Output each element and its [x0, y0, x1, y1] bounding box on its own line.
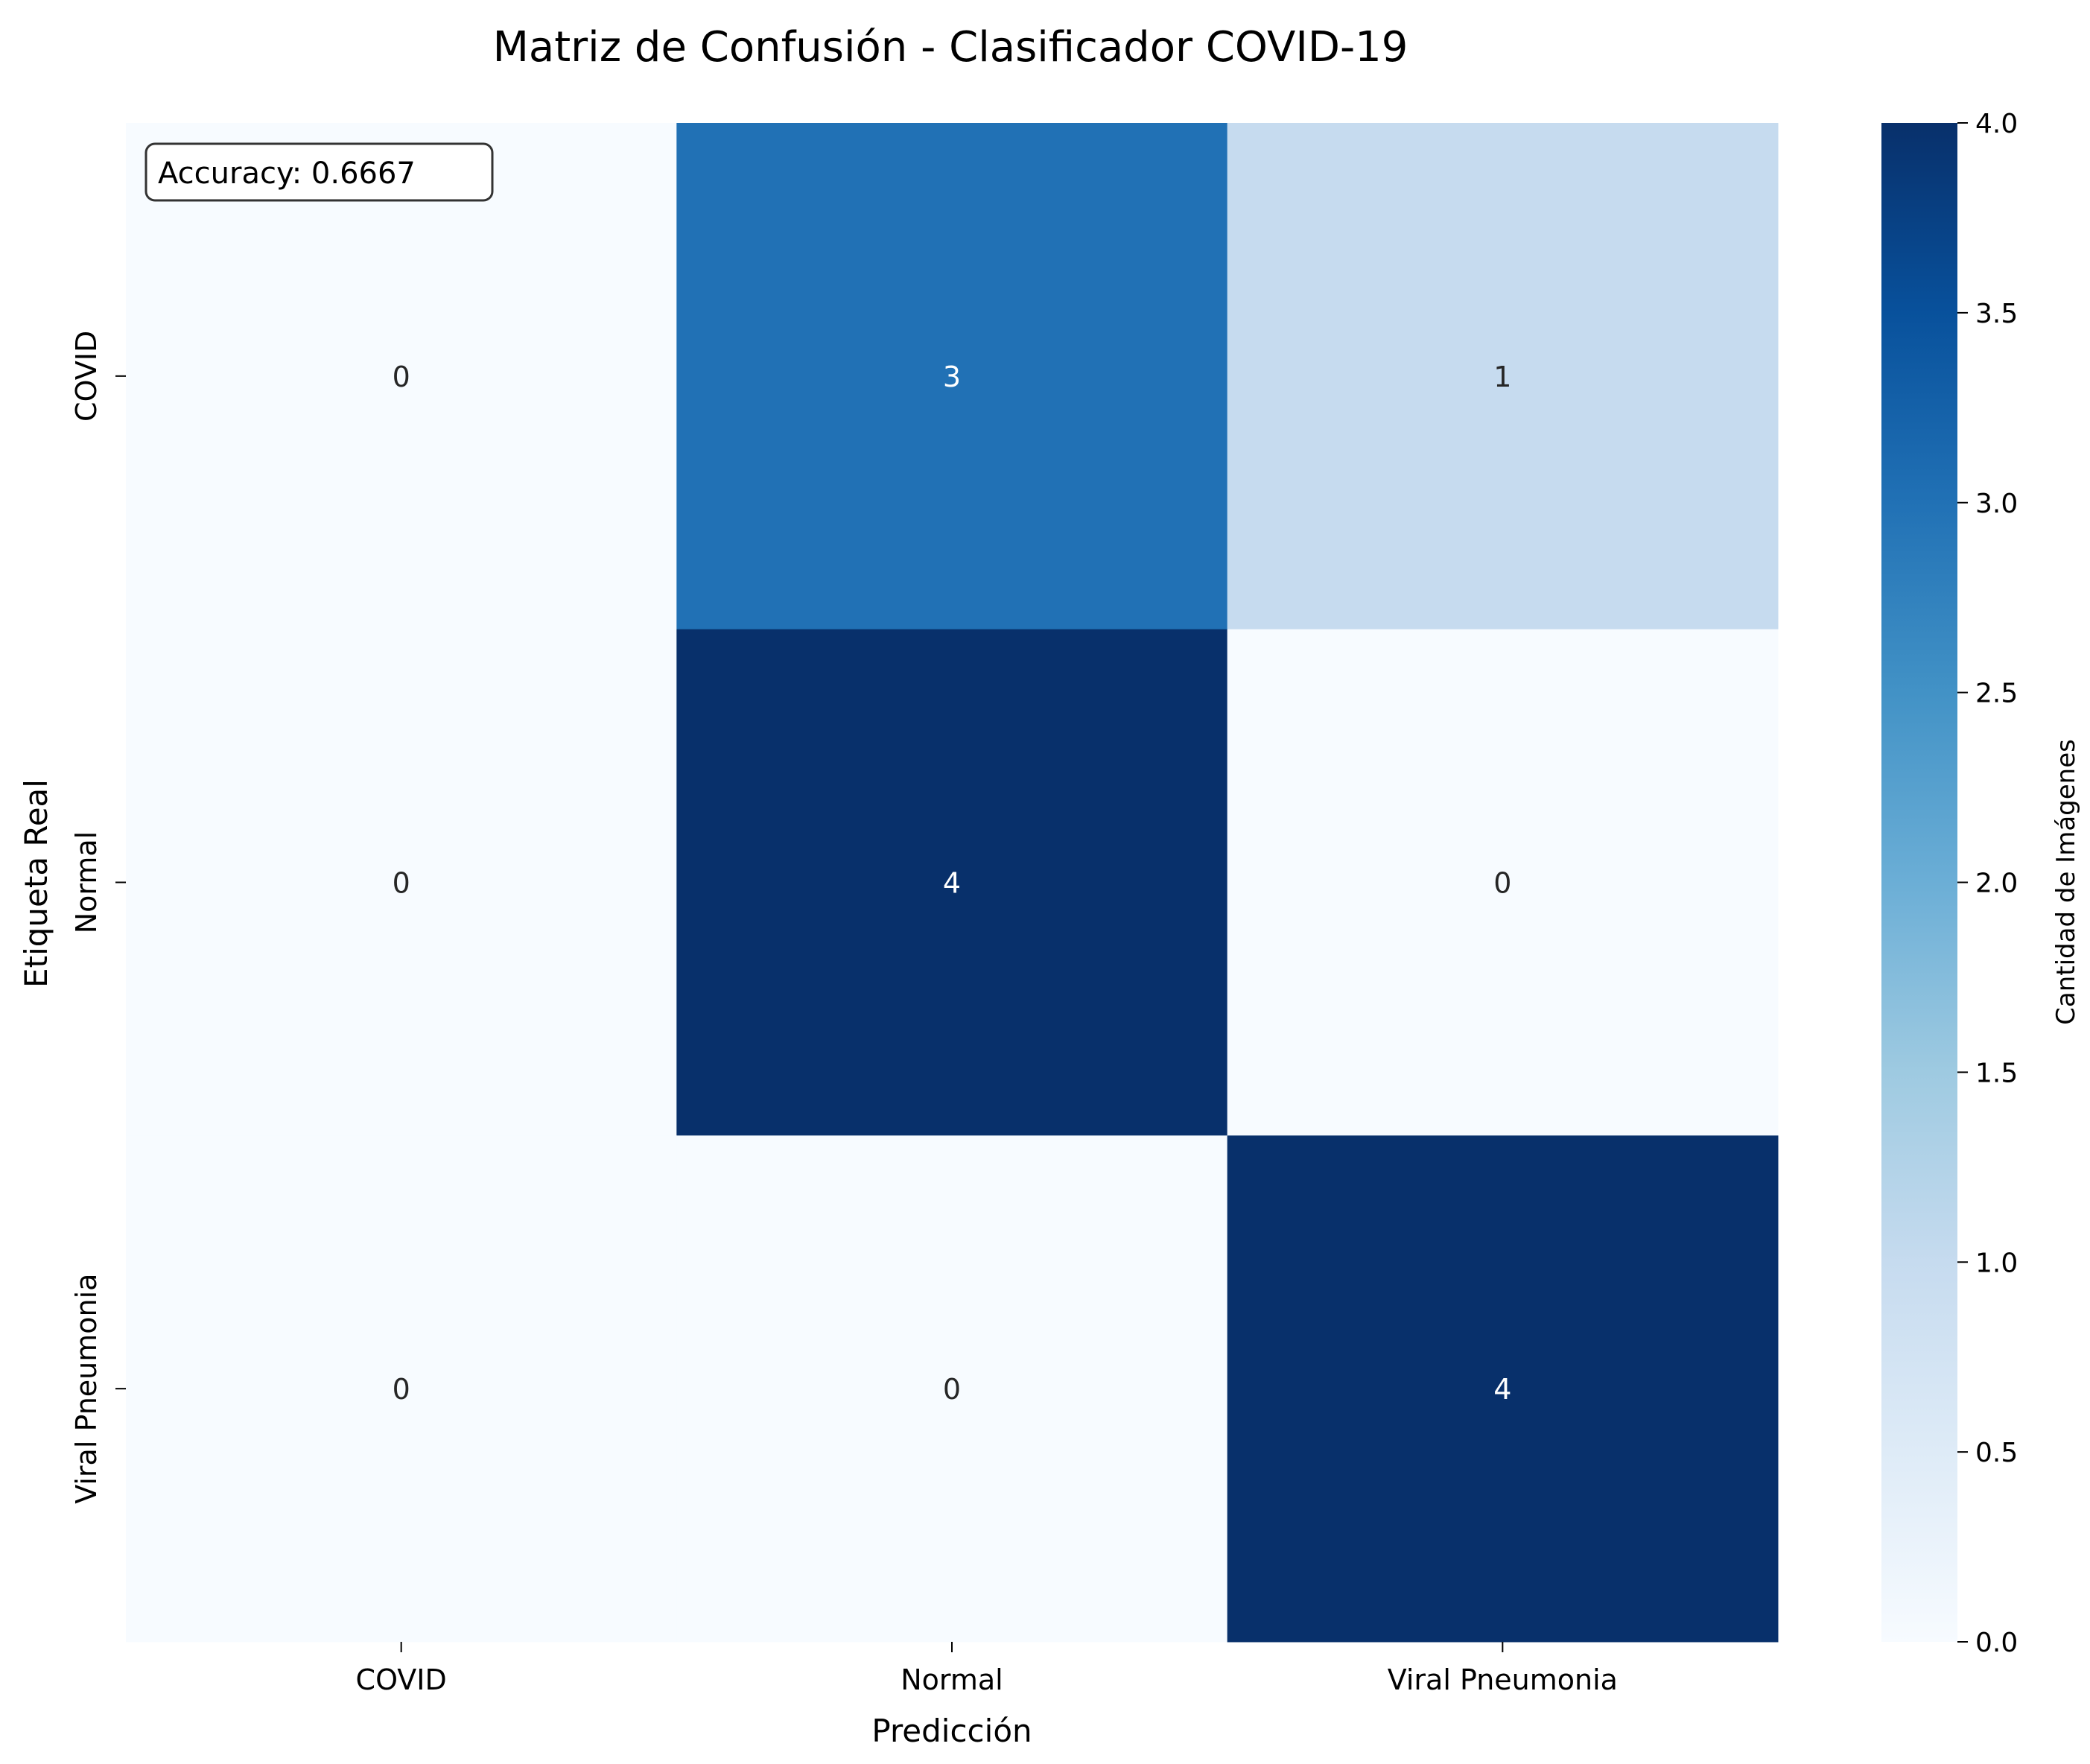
cell-value-label-1-1: 4 [943, 867, 961, 900]
x-tick-label: Viral Pneumonia [1388, 1663, 1618, 1696]
colorbar-tick-label: 3.5 [1975, 299, 2018, 329]
colorbar-tick-label: 0.0 [1975, 1628, 2018, 1658]
colorbar: 0.0 0.5 1.0 1.5 2.0 2.5 3.0 3.5 4.0 Cantidad de … [1881, 109, 2081, 1658]
heatmap-cell-2-1 [676, 1135, 1228, 1643]
accuracy-text: Accuracy: 0.6667 [158, 156, 416, 191]
y-tick-label: COVID [70, 331, 103, 422]
y-axis-ticks: COVID Normal Viral Pneumonia [70, 331, 126, 1504]
colorbar-tick-label: 1.0 [1975, 1248, 2018, 1278]
x-tick-label: Normal [901, 1663, 1003, 1696]
x-axis-ticks: COVID Normal Viral Pneumonia [356, 1642, 1618, 1696]
y-tick-label: Viral Pneumonia [70, 1274, 103, 1504]
accuracy-annotation: Accuracy: 0.6667 [144, 142, 494, 202]
heatmap-cell-1-0 [126, 629, 677, 1136]
cell-value-label-0-2: 1 [1493, 361, 1511, 393]
heatmap-cell-labels: 0 3 1 0 4 0 0 0 4 [393, 361, 1512, 1406]
colorbar-tick-label: 2.0 [1975, 869, 2018, 899]
accuracy-box [144, 142, 494, 202]
colorbar-tick-label: 1.5 [1975, 1058, 2018, 1088]
y-tick-label: Normal [70, 831, 103, 934]
cell-value-label-2-0: 0 [393, 1373, 410, 1406]
heatmap-cell-0-0 [126, 123, 677, 630]
colorbar-gradient [1881, 123, 1957, 1642]
cell-value-label-2-1: 0 [943, 1373, 961, 1406]
x-tick-label: COVID [356, 1663, 447, 1696]
heatmap-cell-0-2 [1227, 123, 1779, 630]
colorbar-tick-label: 4.0 [1975, 109, 2018, 139]
heatmap-cell-2-2 [1227, 1135, 1779, 1643]
cell-value-label-1-0: 0 [393, 867, 410, 900]
y-axis-label: Etiqueta Real [18, 779, 54, 988]
heatmap-cell-0-1 [676, 123, 1228, 630]
heatmap-cell-2-0 [126, 1135, 677, 1643]
cell-value-label-0-1: 3 [943, 361, 961, 393]
cell-value-label-0-0: 0 [393, 361, 410, 393]
cell-value-label-2-2: 4 [1493, 1373, 1511, 1406]
cell-value-label-1-2: 0 [1493, 867, 1511, 900]
x-axis-label: Predicción [871, 1713, 1032, 1749]
colorbar-tick-label: 0.5 [1975, 1438, 2018, 1468]
heatmap-cell-1-2 [1227, 629, 1779, 1136]
chart-title: Matriz de Confusión - Clasificador COVID… [493, 23, 1408, 72]
colorbar-tick-label: 3.0 [1975, 489, 2018, 519]
heatmap-cell-1-1 [676, 629, 1228, 1136]
colorbar-ticks: 0.0 0.5 1.0 1.5 2.0 2.5 3.0 3.5 4.0 [1957, 109, 2018, 1658]
colorbar-tick-label: 2.5 [1975, 679, 2018, 709]
colorbar-label: Cantidad de Imágenes [2051, 739, 2081, 1025]
heatmap-cells [126, 123, 1779, 1643]
